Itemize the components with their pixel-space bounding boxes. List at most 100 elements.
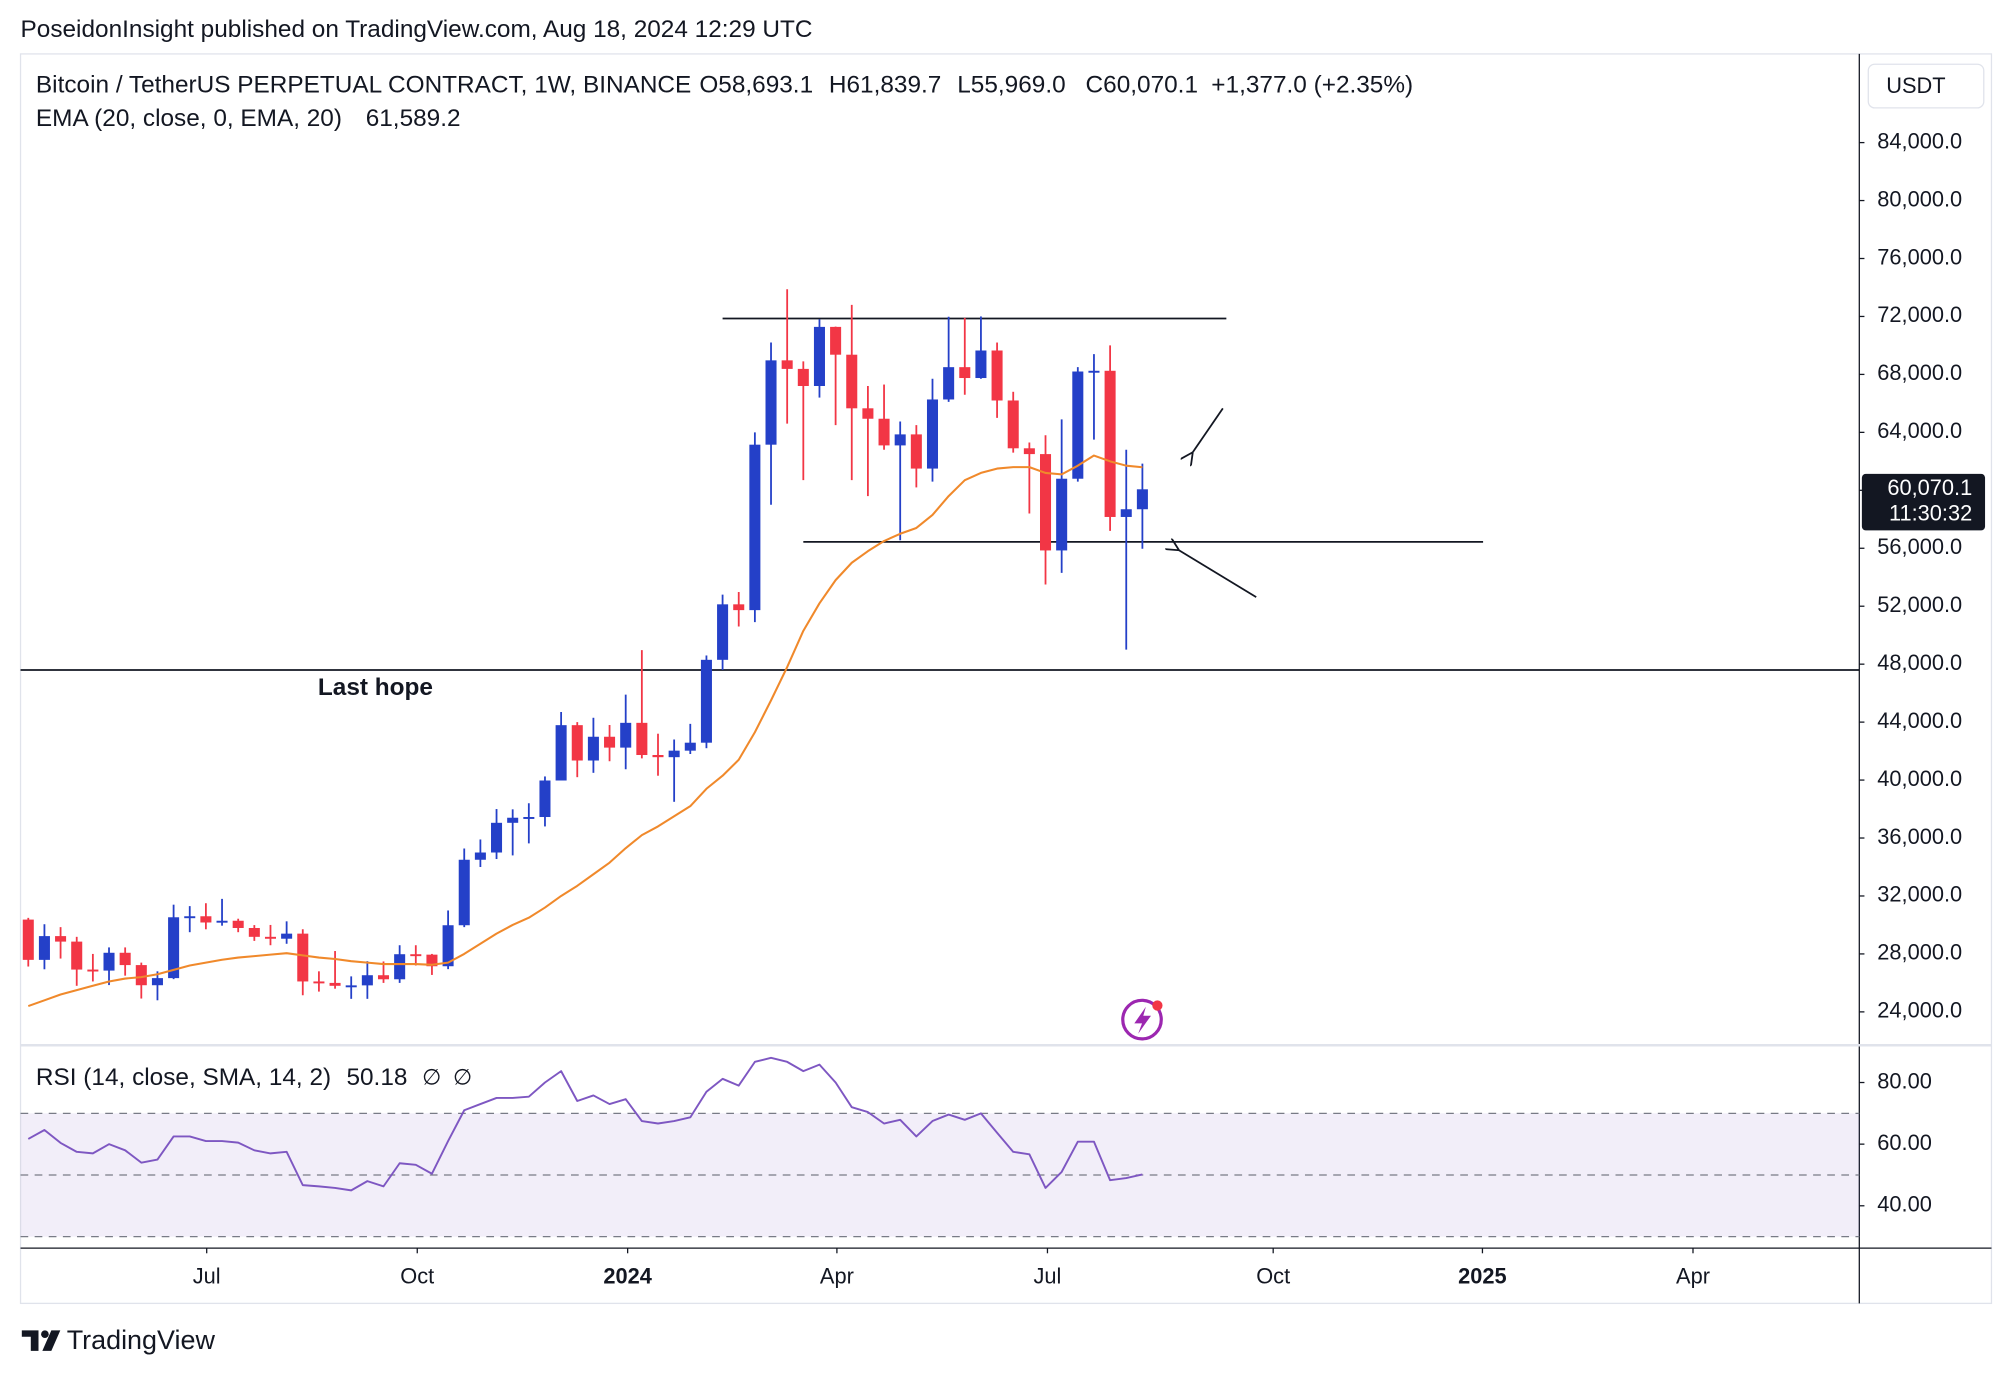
ohlc-label: L55,969.0: [957, 71, 1065, 98]
candle-body: [910, 434, 922, 469]
x-tick-label: 2025: [1458, 1263, 1507, 1288]
y-tick-label: 48,000.0: [1877, 650, 1962, 675]
candle-body: [878, 418, 890, 446]
frame: [19, 53, 1993, 1305]
candle-body: [1088, 370, 1100, 373]
candle-body: [281, 933, 293, 939]
candle-body: [103, 952, 115, 971]
candle-body: [1072, 371, 1084, 479]
candle-body: [894, 434, 906, 446]
candle-body: [22, 919, 34, 960]
candle-body: [943, 367, 955, 400]
y-tick-label: 40,000.0: [1877, 766, 1962, 791]
candle-body: [264, 936, 276, 939]
candle-body: [38, 936, 50, 960]
candle-body: [1039, 454, 1052, 551]
candle-body: [200, 916, 212, 923]
candle-body: [1136, 489, 1148, 510]
annotation: Last hope: [318, 674, 433, 701]
candle-body: [604, 736, 616, 748]
x-tick-label: Oct: [400, 1263, 434, 1288]
ohlc-label: O58,693.1: [699, 71, 813, 98]
legend-name: EMA (20, close, 0, EMA, 20): [36, 105, 342, 132]
price-pane: 24,000.0 28,000.0 32,000.0 36,000.0 40,000.0…: [20, 71, 1986, 1288]
candle-body: [491, 822, 503, 853]
currency[interactable]: USDT: [1886, 73, 1945, 98]
legend-value: 50.18: [346, 1064, 407, 1091]
candle-body: [571, 725, 583, 761]
candle-body: [71, 941, 83, 970]
candle-body: [733, 604, 745, 611]
y-tick-label: 36,000.0: [1877, 824, 1962, 849]
candle-body: [345, 985, 357, 988]
candle-body: [426, 954, 438, 967]
candle-body: [1056, 478, 1068, 551]
countdown: 11:30:32: [1889, 501, 1972, 526]
candle-body: [862, 408, 874, 419]
symbol: Bitcoin / TetherUS PERPETUAL CONTRACT, 1…: [36, 71, 691, 98]
candle-body: [846, 354, 858, 409]
y-tick-label: 28,000.0: [1877, 940, 1962, 965]
candle-body: [523, 817, 535, 819]
lightning-icon[interactable]: [1121, 998, 1163, 1041]
candle-body: [232, 920, 244, 928]
legend-extra: ∅: [422, 1064, 441, 1089]
y-tick-label: 24,000.0: [1877, 998, 1962, 1023]
y-tick-label: 64,000.0: [1877, 418, 1962, 443]
candle-body: [652, 755, 664, 758]
y-tick-label: 52,000.0: [1877, 592, 1962, 617]
candle-body: [717, 604, 729, 660]
arrow: [1178, 550, 1257, 598]
y-tick-label: 60.00: [1877, 1130, 1932, 1155]
y-tick-label: 40.00: [1877, 1192, 1932, 1217]
x-tick-label: Apr: [1676, 1263, 1710, 1288]
legend-value: 61,589.2: [366, 105, 461, 132]
candle-body: [991, 350, 1003, 401]
rsi-pane: 40.00 60.00 80.00 RSI (14, close, SMA, 14, …: [20, 1056, 1932, 1238]
candle-body: [184, 916, 196, 919]
change-label: +1,377.0 (+2.35%): [1211, 71, 1413, 98]
x-tick-label: Jul: [1034, 1263, 1062, 1288]
y-tick-label: 32,000.0: [1877, 882, 1962, 907]
candle-body: [926, 399, 939, 469]
y-tick-label: 84,000.0: [1877, 128, 1962, 153]
candle-body: [1120, 509, 1132, 517]
last-price-tag: [1861, 473, 1986, 531]
candle-body: [539, 780, 551, 818]
candle-body: [507, 817, 519, 823]
y-tick-label: 68,000.0: [1877, 360, 1962, 385]
candle-body: [55, 936, 67, 942]
y-tick-label: 76,000.0: [1877, 244, 1962, 269]
ohlc-label: H61,839.7: [829, 71, 941, 98]
candle-body: [394, 954, 406, 980]
candle-body: [168, 917, 180, 979]
tradingview-logo: [21, 1330, 61, 1351]
currency-button[interactable]: [1867, 63, 1985, 109]
candle-body: [297, 933, 309, 982]
candle-body: [458, 859, 470, 926]
candle-body: [797, 368, 809, 386]
y-tick-label: 72,000.0: [1877, 302, 1962, 327]
candle-body: [813, 326, 825, 386]
candle-body: [135, 965, 147, 986]
candle-body: [749, 444, 761, 611]
line-series: [27, 454, 1143, 1008]
candle-body: [555, 725, 567, 781]
candle-body: [87, 969, 99, 972]
candle-body: [361, 975, 373, 986]
candle-body: [668, 750, 680, 758]
candle-body: [1007, 400, 1019, 449]
arrow: [1192, 407, 1224, 453]
candle-body: [781, 360, 793, 369]
candle-body: [410, 954, 422, 957]
candle-body: [765, 360, 777, 445]
candle-body: [377, 975, 390, 980]
y-tick-label: 56,000.0: [1877, 534, 1962, 559]
candle-body: [1023, 448, 1035, 455]
candle-body: [119, 952, 131, 966]
candle-body: [620, 722, 632, 748]
candle-body: [684, 742, 696, 751]
candle-body: [1104, 370, 1116, 517]
